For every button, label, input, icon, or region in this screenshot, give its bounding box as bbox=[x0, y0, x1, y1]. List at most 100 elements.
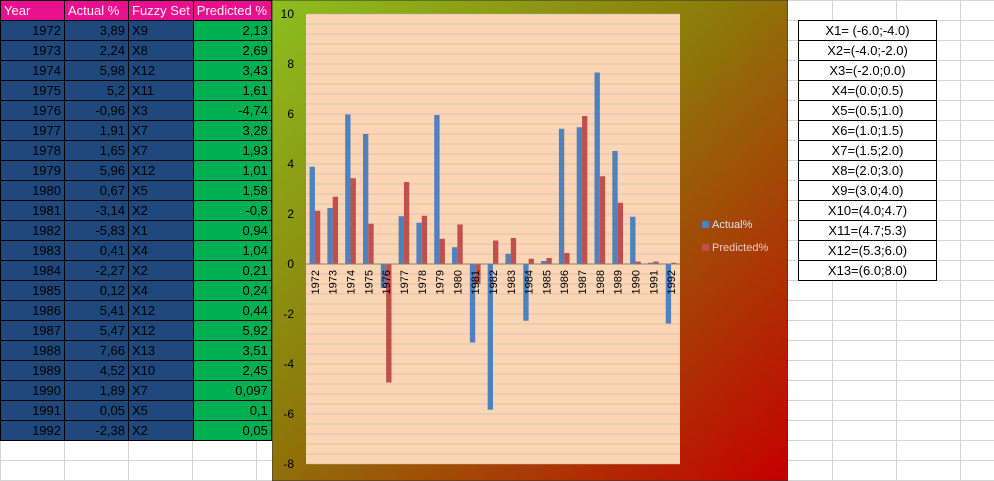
bar-predicted[interactable] bbox=[421, 215, 428, 264]
fuzzy-set-cell[interactable]: X4 bbox=[128, 240, 194, 261]
predicted-cell[interactable]: 2,69 bbox=[192, 40, 272, 61]
bar-predicted[interactable] bbox=[350, 178, 356, 264]
year-cell[interactable]: 1980 bbox=[0, 180, 65, 201]
bar-actual[interactable] bbox=[309, 166, 315, 264]
bar-predicted[interactable] bbox=[528, 258, 534, 264]
bar-predicted[interactable] bbox=[457, 224, 463, 265]
fuzzy-set-cell[interactable]: X11=(4.7;5.3) bbox=[798, 220, 937, 241]
year-cell[interactable]: 1986 bbox=[0, 300, 65, 321]
bar-predicted[interactable] bbox=[599, 176, 606, 264]
bar-actual[interactable] bbox=[434, 115, 440, 264]
predicted-cell[interactable]: 1,61 bbox=[192, 80, 272, 101]
predicted-cell[interactable]: 3,51 bbox=[192, 340, 272, 361]
fuzzy-set-cell[interactable]: X13=(6.0;8.0) bbox=[798, 260, 937, 281]
year-cell[interactable]: 1984 bbox=[0, 260, 65, 281]
fuzzy-set-cell[interactable]: X12 bbox=[128, 300, 194, 321]
fuzzy-set-cell[interactable]: X3=(-2.0;0.0) bbox=[798, 60, 937, 81]
predicted-cell[interactable]: 0,44 bbox=[192, 300, 272, 321]
year-cell[interactable]: 1978 bbox=[0, 140, 65, 161]
fuzzy-set-cell[interactable]: X7 bbox=[128, 140, 194, 161]
predicted-cell[interactable]: 1,04 bbox=[192, 240, 272, 261]
bar-actual[interactable] bbox=[487, 264, 493, 410]
fuzzy-set-cell[interactable]: X8 bbox=[128, 40, 194, 61]
column-header[interactable]: Fuzzy Set bbox=[128, 0, 194, 21]
fuzzy-set-cell[interactable]: X7 bbox=[128, 380, 194, 401]
bar-actual[interactable] bbox=[523, 264, 529, 321]
year-cell[interactable]: 1983 bbox=[0, 240, 65, 261]
fuzzy-set-cell[interactable]: X4=(0.0;0.5) bbox=[798, 80, 937, 101]
bar-actual[interactable] bbox=[327, 208, 333, 264]
fuzzy-set-cell[interactable]: X12=(5.3;6.0) bbox=[798, 240, 937, 261]
fuzzy-set-cell[interactable]: X2=(-4.0;-2.0) bbox=[798, 40, 937, 61]
actual-cell[interactable]: 5,98 bbox=[64, 60, 129, 81]
bar-actual[interactable] bbox=[452, 247, 458, 264]
column-header[interactable]: Year bbox=[0, 0, 65, 21]
year-cell[interactable]: 1991 bbox=[0, 400, 65, 421]
predicted-cell[interactable]: 0,05 bbox=[192, 420, 272, 441]
actual-cell[interactable]: -2,38 bbox=[64, 420, 129, 441]
year-cell[interactable]: 1985 bbox=[0, 280, 65, 301]
fuzzy-set-cell[interactable]: X12 bbox=[128, 160, 194, 181]
bar-predicted[interactable] bbox=[314, 210, 321, 264]
actual-cell[interactable]: 5,41 bbox=[64, 300, 129, 321]
bar-actual[interactable] bbox=[630, 216, 636, 264]
predicted-cell[interactable]: 2,45 bbox=[192, 360, 272, 381]
fuzzy-set-cell[interactable]: X2 bbox=[128, 200, 194, 221]
actual-cell[interactable]: -3,14 bbox=[64, 200, 129, 221]
bar-actual[interactable] bbox=[558, 128, 565, 264]
actual-cell[interactable]: -2,27 bbox=[64, 260, 129, 281]
year-cell[interactable]: 1981 bbox=[0, 200, 65, 221]
fuzzy-set-cell[interactable]: X1= (-6.0;-4.0) bbox=[798, 20, 937, 41]
predicted-cell[interactable]: 0,21 bbox=[192, 260, 272, 281]
bar-predicted[interactable] bbox=[564, 253, 570, 264]
actual-cell[interactable]: 0,67 bbox=[64, 180, 129, 201]
predicted-cell[interactable]: 0,24 bbox=[192, 280, 272, 301]
year-cell[interactable]: 1988 bbox=[0, 340, 65, 361]
actual-cell[interactable]: -0,96 bbox=[64, 100, 129, 121]
fuzzy-set-cell[interactable]: X2 bbox=[128, 420, 194, 441]
bar-actual[interactable] bbox=[345, 114, 351, 265]
bar-predicted[interactable] bbox=[386, 264, 392, 383]
bar-predicted[interactable] bbox=[617, 202, 624, 264]
fuzzy-set-cell[interactable]: X5 bbox=[128, 400, 194, 421]
actual-cell[interactable]: 0,05 bbox=[64, 400, 129, 421]
bar-predicted[interactable] bbox=[546, 258, 552, 264]
actual-cell[interactable]: 5,96 bbox=[64, 160, 129, 181]
bar-actual[interactable] bbox=[416, 222, 422, 264]
fuzzy-set-cell[interactable]: X2 bbox=[128, 260, 194, 281]
fuzzy-set-cell[interactable]: X10=(4.0;4.7) bbox=[798, 200, 937, 221]
fuzzy-set-cell[interactable]: X6=(1.0;1.5) bbox=[798, 120, 937, 141]
actual-cell[interactable]: 0,12 bbox=[64, 280, 129, 301]
bar-predicted[interactable] bbox=[439, 238, 445, 264]
bar-predicted[interactable] bbox=[510, 238, 517, 264]
bar-actual[interactable] bbox=[612, 151, 618, 264]
actual-cell[interactable]: 3,89 bbox=[64, 20, 129, 41]
bar-actual[interactable] bbox=[505, 253, 511, 264]
bar-actual[interactable] bbox=[594, 72, 600, 265]
bar-predicted[interactable] bbox=[475, 264, 481, 284]
bar-predicted[interactable] bbox=[493, 240, 499, 265]
chart-legend[interactable]: Actual% Predicted% bbox=[702, 219, 768, 254]
predicted-cell[interactable]: -4,74 bbox=[192, 100, 272, 121]
bar-predicted[interactable] bbox=[332, 196, 339, 264]
bar-actual[interactable] bbox=[647, 262, 654, 264]
bar-predicted[interactable] bbox=[653, 261, 659, 265]
fuzzy-set-cell[interactable]: X12 bbox=[128, 60, 194, 81]
fuzzy-set-cell[interactable]: X5=(0.5;1.0) bbox=[798, 100, 937, 121]
predicted-cell[interactable]: 3,43 bbox=[192, 60, 272, 81]
year-cell[interactable]: 1987 bbox=[0, 320, 65, 341]
predicted-cell[interactable]: 2,13 bbox=[192, 20, 272, 41]
year-cell[interactable]: 1982 bbox=[0, 220, 65, 241]
actual-cell[interactable]: 1,65 bbox=[64, 140, 129, 161]
year-cell[interactable]: 1975 bbox=[0, 80, 65, 101]
predicted-cell[interactable]: 0,097 bbox=[192, 380, 272, 401]
bar-actual[interactable] bbox=[362, 134, 369, 264]
fuzzy-set-cell[interactable]: X4 bbox=[128, 280, 194, 301]
fuzzy-set-cell[interactable]: X9 bbox=[128, 20, 194, 41]
predicted-cell[interactable]: 1,58 bbox=[192, 180, 272, 201]
fuzzy-set-cell[interactable]: X8=(2.0;3.0) bbox=[798, 160, 937, 181]
actual-cell[interactable]: 7,66 bbox=[64, 340, 129, 361]
fuzzy-set-cell[interactable]: X3 bbox=[128, 100, 194, 121]
actual-cell[interactable]: 4,52 bbox=[64, 360, 129, 381]
year-cell[interactable]: 1974 bbox=[0, 60, 65, 81]
